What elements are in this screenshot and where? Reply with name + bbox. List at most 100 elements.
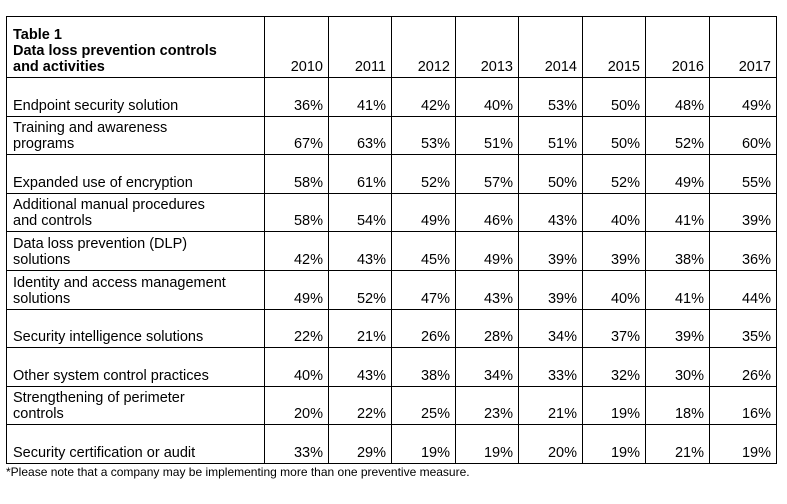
- value-cell: 50%: [518, 154, 583, 194]
- row-label-line: and controls: [13, 213, 92, 230]
- value-cell: 41%: [645, 269, 710, 310]
- value-cell: 52%: [391, 154, 456, 194]
- row-label-line: Data loss prevention (DLP): [13, 235, 188, 252]
- row-label-line: Strengthening of perimeter: [13, 390, 185, 407]
- row-label: Endpoint security solution: [6, 77, 265, 117]
- value-cell: 39%: [582, 231, 646, 271]
- value-cell: 34%: [518, 308, 583, 349]
- value-cell: 36%: [264, 77, 329, 117]
- row-label: Other system control practices: [6, 347, 265, 387]
- value-cell: 57%: [455, 154, 519, 194]
- value-cell: 44%: [709, 269, 777, 310]
- value-cell: 49%: [645, 154, 710, 194]
- header-row: Table 1 Data loss prevention controls an…: [6, 16, 777, 78]
- value-cell: 39%: [518, 269, 583, 310]
- value-cell: 46%: [455, 192, 519, 233]
- value-cell: 52%: [645, 115, 710, 156]
- value-cell: 52%: [582, 154, 646, 194]
- value-cell: 49%: [391, 192, 456, 233]
- row-label: Security intelligence solutions: [6, 308, 265, 349]
- value-cell: 58%: [264, 192, 329, 233]
- value-cell: 37%: [582, 308, 646, 349]
- value-cell: 32%: [582, 347, 646, 387]
- value-cell: 47%: [391, 269, 456, 310]
- table-row: Security intelligence solutions 22% 21% 26%…: [6, 308, 777, 349]
- row-label-line: Security intelligence solutions: [13, 329, 204, 346]
- row-label-line: Expanded use of encryption: [13, 174, 193, 191]
- value-cell: 40%: [455, 77, 519, 117]
- value-cell: 34%: [455, 347, 519, 387]
- value-cell: 41%: [645, 192, 710, 233]
- value-cell: 19%: [709, 424, 777, 464]
- value-cell: 58%: [264, 154, 329, 194]
- row-label-line: Additional manual procedures: [13, 197, 205, 214]
- year-header: 2017: [709, 16, 777, 78]
- row-label: Identity and access management solutions: [6, 269, 265, 310]
- row-label-line: solutions: [13, 290, 71, 307]
- value-cell: 43%: [328, 231, 392, 271]
- value-cell: 25%: [391, 385, 456, 426]
- year-header: 2011: [328, 16, 392, 78]
- value-cell: 21%: [328, 308, 392, 349]
- value-cell: 43%: [328, 347, 392, 387]
- data-table: Table 1 Data loss prevention controls an…: [6, 16, 777, 464]
- table-title-line: and activities: [13, 59, 105, 75]
- table-row: Strengthening of perimeter controls 20% 22%…: [6, 385, 777, 426]
- value-cell: 20%: [518, 424, 583, 464]
- row-label-line: programs: [13, 136, 75, 153]
- row-label-line: Training and awareness: [13, 120, 168, 137]
- row-label-line: Endpoint security solution: [13, 97, 179, 114]
- year-header: 2016: [645, 16, 710, 78]
- value-cell: 48%: [645, 77, 710, 117]
- value-cell: 38%: [391, 347, 456, 387]
- value-cell: 26%: [709, 347, 777, 387]
- value-cell: 51%: [518, 115, 583, 156]
- table-row: Expanded use of encryption 58% 61% 52% 57% 50…: [6, 154, 777, 194]
- row-label-line: Identity and access management: [13, 274, 226, 291]
- table-body: Endpoint security solution 36% 41% 42% 40% 53…: [6, 77, 777, 464]
- value-cell: 45%: [391, 231, 456, 271]
- row-label-line: solutions: [13, 251, 71, 268]
- row-label: Security certification or audit: [6, 424, 265, 464]
- value-cell: 33%: [264, 424, 329, 464]
- value-cell: 16%: [709, 385, 777, 426]
- value-cell: 51%: [455, 115, 519, 156]
- value-cell: 26%: [391, 308, 456, 349]
- row-label: Additional manual procedures and controls: [6, 192, 265, 233]
- value-cell: 49%: [709, 77, 777, 117]
- year-header: 2013: [455, 16, 519, 78]
- value-cell: 21%: [518, 385, 583, 426]
- value-cell: 53%: [391, 115, 456, 156]
- value-cell: 61%: [328, 154, 392, 194]
- row-label: Data loss prevention (DLP) solutions: [6, 231, 265, 271]
- value-cell: 40%: [582, 192, 646, 233]
- table-row: Endpoint security solution 36% 41% 42% 40% 53…: [6, 77, 777, 117]
- value-cell: 67%: [264, 115, 329, 156]
- table-row: Other system control practices 40% 43% 38% 3…: [6, 347, 777, 387]
- value-cell: 63%: [328, 115, 392, 156]
- value-cell: 33%: [518, 347, 583, 387]
- value-cell: 43%: [455, 269, 519, 310]
- value-cell: 39%: [518, 231, 583, 271]
- value-cell: 35%: [709, 308, 777, 349]
- value-cell: 36%: [709, 231, 777, 271]
- row-label-line: Security certification or audit: [13, 444, 196, 461]
- table-title-line: Data loss prevention controls: [13, 43, 217, 59]
- value-cell: 28%: [455, 308, 519, 349]
- value-cell: 41%: [328, 77, 392, 117]
- value-cell: 38%: [645, 231, 710, 271]
- year-header: 2015: [582, 16, 646, 78]
- year-header: 2010: [264, 16, 329, 78]
- value-cell: 23%: [455, 385, 519, 426]
- value-cell: 43%: [518, 192, 583, 233]
- value-cell: 40%: [264, 347, 329, 387]
- value-cell: 30%: [645, 347, 710, 387]
- value-cell: 42%: [264, 231, 329, 271]
- value-cell: 22%: [264, 308, 329, 349]
- value-cell: 54%: [328, 192, 392, 233]
- year-header: 2012: [391, 16, 456, 78]
- table-row: Additional manual procedures and controls…: [6, 192, 777, 233]
- row-label: Strengthening of perimeter controls: [6, 385, 265, 426]
- value-cell: 39%: [645, 308, 710, 349]
- row-label-line: Other system control practices: [13, 367, 209, 384]
